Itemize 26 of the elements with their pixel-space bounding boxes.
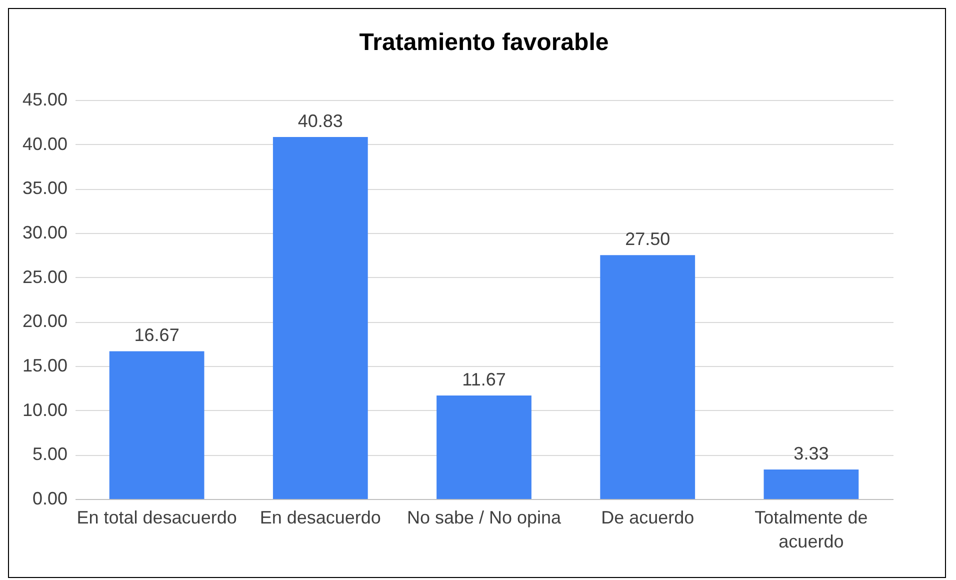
y-tick-label: 20.00 <box>22 311 68 332</box>
x-tick-label: De acuerdo <box>601 508 694 528</box>
y-tick-label: 40.00 <box>22 134 68 154</box>
bar <box>436 396 532 499</box>
x-tick-label: En total desacuerdo <box>76 508 237 528</box>
y-tick-label: 30.00 <box>22 222 68 242</box>
data-label: 16.67 <box>134 325 180 346</box>
data-label: 11.67 <box>462 370 506 390</box>
data-label: 3.33 <box>794 443 829 464</box>
bar <box>600 255 696 499</box>
x-tick-label: Totalmente de acuerdo <box>754 508 868 552</box>
x-tick-label: En desacuerdo <box>260 508 381 528</box>
y-tick-label: 25.00 <box>22 266 68 287</box>
y-tick-label: 10.00 <box>22 400 68 420</box>
bar <box>109 351 204 499</box>
y-tick-label: 15.00 <box>22 356 68 376</box>
y-tick-label: 45.00 <box>22 90 68 110</box>
bar <box>764 469 859 499</box>
y-tick-label: 35.00 <box>22 178 68 198</box>
data-label: 40.83 <box>298 110 343 131</box>
y-tick-label: 0.00 <box>32 488 68 508</box>
y-tick-label: 5.00 <box>32 444 68 464</box>
chart-title: Tratamiento favorable <box>359 29 609 56</box>
x-tick-label: No sabe / No opina <box>406 508 562 528</box>
bar <box>272 136 368 499</box>
data-label: 27.50 <box>625 229 670 250</box>
